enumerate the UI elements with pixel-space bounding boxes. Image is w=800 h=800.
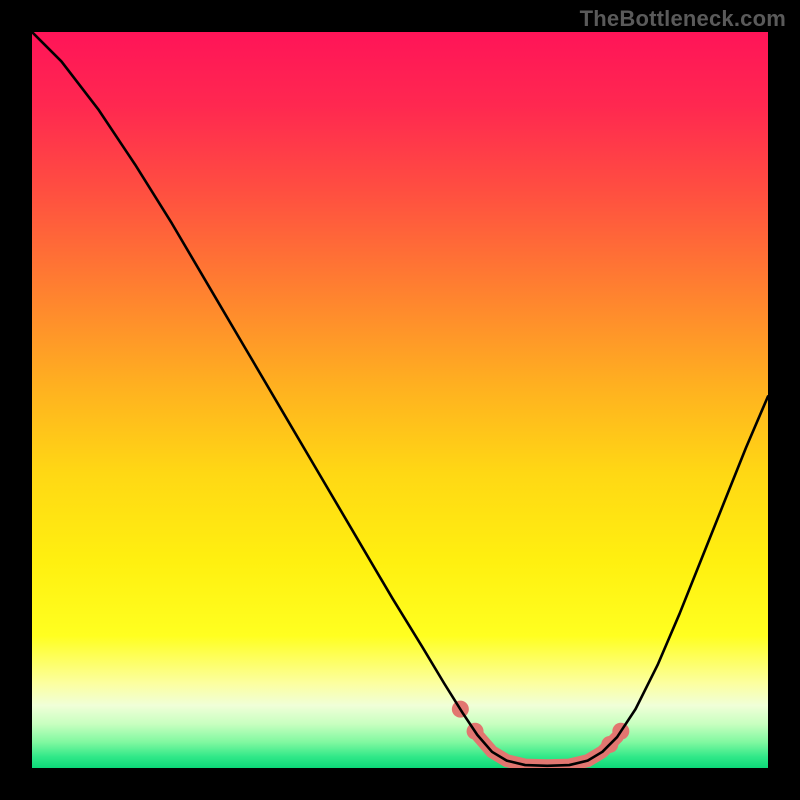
watermark-text: TheBottleneck.com xyxy=(580,6,786,32)
gradient-background xyxy=(32,32,768,768)
chart-frame: TheBottleneck.com xyxy=(0,0,800,800)
plot-svg xyxy=(32,32,768,768)
plot-area xyxy=(32,32,768,768)
